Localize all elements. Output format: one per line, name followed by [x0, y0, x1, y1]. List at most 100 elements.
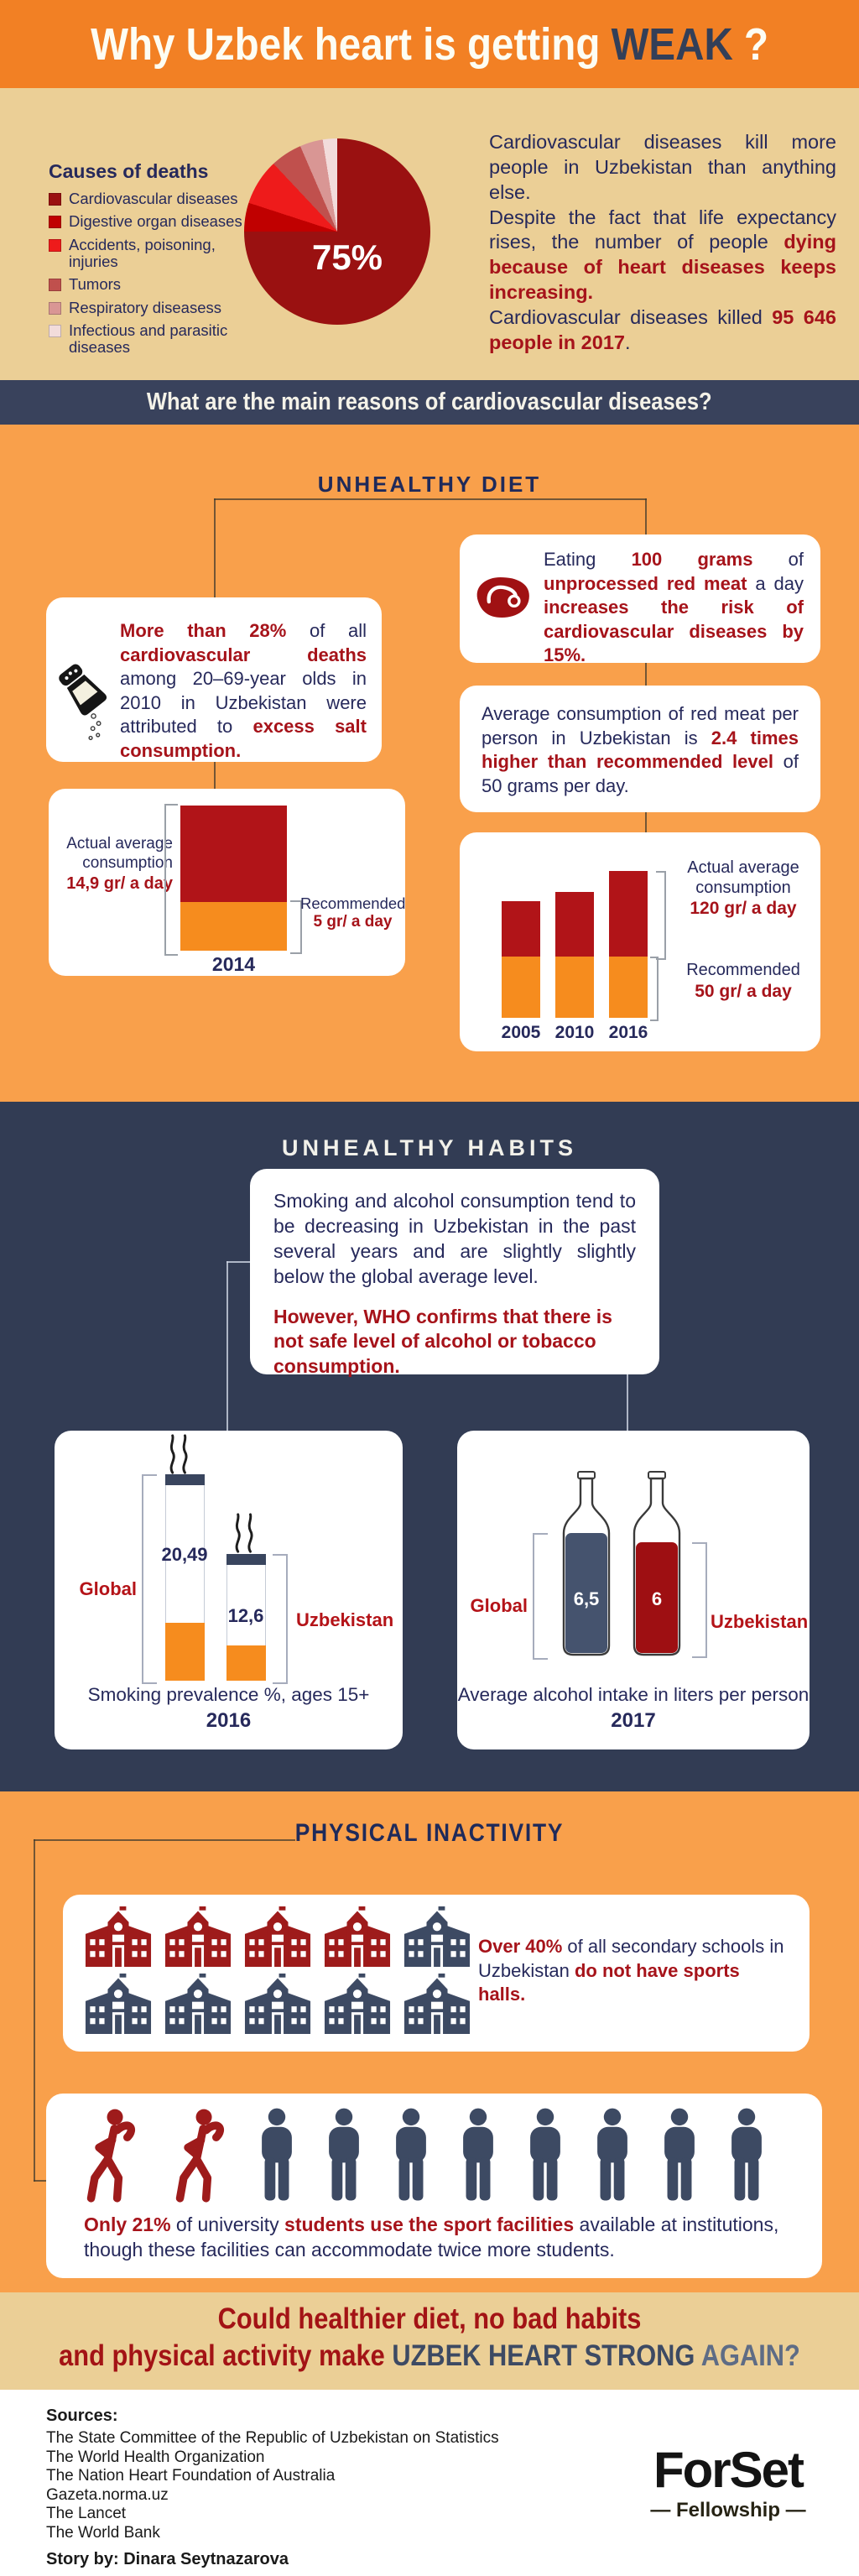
meat-bar-recommended — [609, 957, 648, 1018]
meat-m3: of — [752, 549, 804, 570]
connector-line — [34, 1839, 35, 2182]
meat-actual-label: Actual average consumption 120 gr/ a day — [671, 858, 815, 919]
cigarette-body — [165, 1485, 205, 1623]
meat-actual-value: 120 gr/ a day — [690, 899, 797, 918]
schools-sc1: Over 40% — [478, 1936, 563, 1957]
legend-item: Respiratory diseasess — [49, 298, 250, 316]
legend-swatch-icon — [49, 238, 61, 252]
red-meat-fact-text: Eating 100 grams of unprocessed red meat… — [544, 548, 804, 668]
connector-line — [34, 1839, 295, 1841]
meat-year-2005: 2005 — [501, 1023, 541, 1042]
meat-m6: increases the risk of cardiovascular dis… — [544, 597, 804, 666]
students-fact-text: Only 21% of university students use the … — [84, 2213, 814, 2263]
smoking-uzbekistan-value: 12,6 — [227, 1605, 264, 1626]
standing-person-icon — [459, 2107, 497, 2203]
schools-fact-text: Over 40% of all secondary schools in Uzb… — [478, 1935, 790, 2007]
salt-s5: excess salt consumption. — [120, 716, 367, 761]
connector-line — [214, 498, 216, 597]
exercising-person-icon — [169, 2107, 229, 2203]
title-banner: Why Uzbek heart is getting WEAK ? — [0, 0, 859, 88]
schools-row-1 — [85, 1906, 471, 1967]
red-meat-fact-card: Eating 100 grams of unprocessed red meat… — [460, 534, 820, 665]
physical-inactivity-section: PHYSICAL INACTIVITY Over 40% of all seco… — [0, 1791, 859, 2292]
meat-bar-excess — [502, 901, 540, 957]
source-line: Gazeta.norma.uz — [46, 2485, 169, 2504]
question-l2a: and physical activity make — [59, 2339, 393, 2372]
connector-line — [645, 663, 647, 686]
connector-line — [627, 1372, 628, 1432]
cigarette-tip — [165, 1474, 205, 1485]
school-icon — [403, 1906, 471, 1967]
students-st4: available at institutions, though these … — [84, 2214, 779, 2261]
meat-actual-caption: Actual average consumption — [687, 858, 799, 897]
habits-text-card: Smoking and alcohol consumption tend to … — [250, 1169, 659, 1377]
habits-heading: UNHEALTHY HABITS — [281, 1135, 577, 1160]
students-st2: of university — [170, 2214, 285, 2235]
intro-section: Causes of deaths Cardiovascular diseases… — [0, 88, 859, 380]
forset-fellowship-logo: ForSet — Fellowship — — [622, 2445, 834, 2522]
legend-swatch-icon — [49, 193, 61, 206]
meat-bar-2005 — [502, 901, 540, 1018]
meat-m5: a day — [747, 572, 804, 594]
physical-heading: PHYSICAL INACTIVITY — [294, 1819, 565, 1847]
school-icon — [244, 1906, 311, 1967]
meat-bar-recommended — [555, 957, 594, 1018]
exercising-person-icon — [80, 2107, 140, 2203]
sources-title: Sources: — [46, 2407, 118, 2425]
legend-title: Causes of deaths — [49, 160, 209, 182]
legend-label: Accidents, poisoning, injuries — [69, 235, 216, 271]
sources-list: The State Committee of the Republic of U… — [46, 2429, 499, 2542]
school-icon — [403, 1974, 471, 2034]
meat-m4: unprocessed red meat — [544, 572, 747, 594]
legend-label: Digestive organ diseases — [69, 212, 242, 231]
standing-person-icon — [392, 2107, 430, 2203]
question-l2c: AGAIN? — [700, 2339, 800, 2372]
logo-subtitle: — Fellowship — — [650, 2499, 806, 2521]
salt-s4: among 20–69-year olds in 2010 in Uzbekis… — [120, 668, 367, 738]
cigarette-filter — [226, 1645, 266, 1681]
connector-line — [226, 1261, 228, 1432]
intro-p2b: dying because of heart diseases keeps in… — [489, 231, 836, 304]
bracket — [164, 804, 178, 956]
legend-swatch-icon — [49, 301, 61, 315]
unhealthy-diet-section: UNHEALTHY DIET More than 28% of all card… — [0, 425, 859, 1102]
title-weak: WEAK — [611, 18, 733, 70]
bracket — [273, 1554, 288, 1684]
legend-item: Infectious and parasitic diseases — [49, 321, 250, 357]
bracket — [533, 1533, 548, 1660]
salt-s2: of all — [286, 620, 367, 641]
cigarette-tip — [226, 1554, 266, 1565]
schools-sc2: of all secondary schools in Uzbekistan — [478, 1936, 784, 1981]
source-line: The World Health Organization — [46, 2448, 265, 2466]
meat-bar-recommended — [502, 957, 540, 1018]
closing-question-section: Could healthier diet, no bad habits and … — [0, 2292, 859, 2390]
connector-line — [645, 498, 647, 534]
connector-line — [226, 1261, 252, 1263]
pie-legend: Cardiovascular diseases Digestive organ d… — [49, 190, 250, 362]
intro-p1: Cardiovascular diseases kill more people… — [489, 131, 836, 203]
alcohol-uzbekistan-label: Uzbekistan — [711, 1611, 809, 1632]
footer-section: Sources: The State Committee of the Repu… — [0, 2390, 859, 2576]
smoking-chart: 20,49 12,6 Global Uzbekistan Smoking pre… — [55, 1431, 403, 1749]
unhealthy-habits-section: UNHEALTHY HABITS Smoking and alcohol con… — [0, 1102, 859, 1791]
school-icon — [244, 1974, 311, 2034]
avg-a2: 2.4 times higher than recommended level — [482, 727, 799, 773]
intro-p3c: . — [624, 331, 631, 353]
intro-paragraph: Cardiovascular diseases kill more people… — [489, 130, 836, 356]
legend-label: Respiratory diseasess — [69, 298, 221, 316]
school-icon — [164, 1906, 232, 1967]
meat-year-2016: 2016 — [608, 1023, 648, 1042]
standing-person-icon — [258, 2107, 296, 2203]
alcohol-chart-caption: Average alcohol intake in liters per per… — [457, 1684, 810, 1705]
cigarette-body — [226, 1565, 266, 1645]
standing-person-icon — [727, 2107, 766, 2203]
causes-of-deaths-pie-chart — [244, 138, 430, 325]
smoking-uzbekistan-label: Uzbekistan — [296, 1609, 394, 1630]
title-question-mark: ? — [743, 18, 768, 70]
salt-bar-recommended — [180, 902, 287, 951]
alcohol-chart-year: 2017 — [611, 1709, 656, 1732]
cigarette-bar-global — [165, 1474, 205, 1681]
salt-fact-text: More than 28% of all cardiovascular deat… — [120, 619, 367, 764]
standing-person-icon — [593, 2107, 632, 2203]
meat-rec-value: 50 gr/ a day — [695, 982, 792, 1001]
